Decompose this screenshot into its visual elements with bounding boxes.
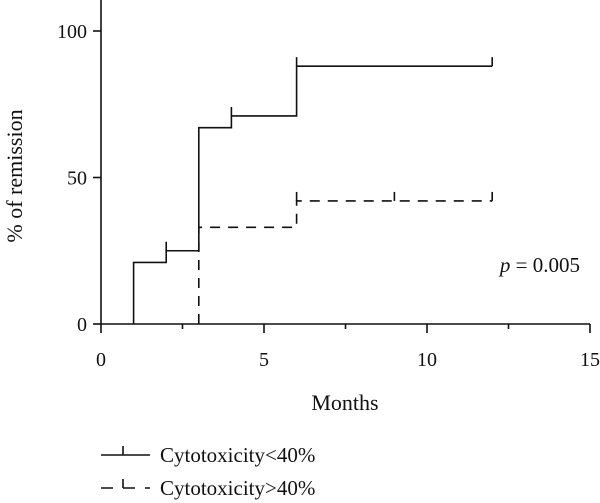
annotation-p-italic: p [498, 253, 511, 277]
annotation-p-text: = 0.005 [510, 253, 580, 277]
series-2 [198, 191, 494, 324]
x-tick-label: 15 [580, 349, 600, 371]
series-group [132, 57, 494, 324]
y-tick-label: 50 [67, 168, 87, 190]
series-line [132, 65, 493, 324]
x-axis: 0 5 10 15 [96, 323, 600, 371]
series-line [198, 200, 493, 324]
x-tick-label: 0 [96, 349, 106, 371]
y-tick-label: 100 [57, 21, 87, 43]
y-axis-label: % of remission [2, 109, 27, 242]
x-tick-label: 5 [259, 349, 269, 371]
legend-label: Cytotoxicity<40% [160, 443, 315, 467]
annotation-p-value: p = 0.005 [498, 253, 580, 277]
series-1 [132, 57, 494, 324]
x-tick-label: 10 [417, 349, 437, 371]
legend-label: Cytotoxicity>40% [160, 476, 315, 500]
legend-item: Cytotoxicity<40% [101, 443, 315, 467]
legend-item: Cytotoxicity>40% [101, 476, 315, 500]
x-axis-label: Months [311, 390, 378, 415]
y-axis: 0 50 100 [57, 0, 102, 336]
y-tick-label: 0 [77, 314, 87, 336]
legend: Cytotoxicity<40% Cytotoxicity>40% [101, 443, 315, 500]
